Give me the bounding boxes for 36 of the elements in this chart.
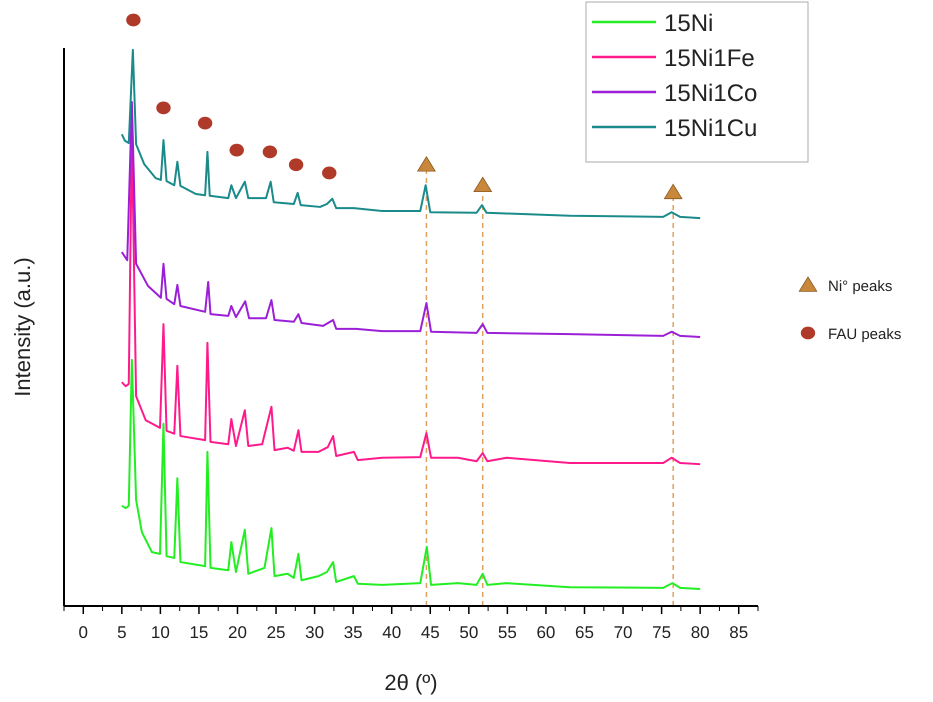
point (288, 158, 304, 172)
point (230, 144, 244, 156)
legend-label: FAU peaks (828, 326, 902, 343)
x-axis-title: 2θ (º) (384, 670, 438, 695)
legend-label: 15Ni (664, 10, 714, 37)
legend-label: 15Ni1Co (664, 80, 758, 107)
point (198, 116, 212, 130)
point (417, 156, 436, 172)
x-tick-label: 65 (575, 623, 594, 642)
x-tick-label: 55 (498, 623, 517, 642)
x-tick-label: 5 (117, 623, 127, 642)
point (156, 102, 171, 114)
y-axis-title: Intensity (a.u.) (10, 257, 35, 397)
x-tick-label: 85 (729, 623, 748, 642)
point (474, 176, 492, 192)
legend-label: 15Ni1Cu (664, 115, 758, 142)
x-tick-label: 45 (420, 623, 440, 642)
x-tick-label: 70 (614, 623, 633, 642)
x-tick-label: 25 (266, 623, 286, 642)
x-tick-label: 60 (536, 623, 556, 642)
x-tick-label: 0 (78, 623, 88, 642)
point (664, 184, 682, 200)
x-tick-label: 80 (690, 623, 710, 642)
x-tick-label: 10 (150, 623, 170, 642)
x-tick-label: 35 (344, 623, 363, 642)
x-tick-label: 30 (305, 623, 324, 642)
legend-label: Ni° peaks (828, 278, 892, 295)
legend-label: 15Ni1Fe (664, 45, 755, 72)
x-tick-label: 50 (459, 623, 478, 642)
x-tick-label: 20 (228, 623, 247, 642)
point (126, 14, 141, 26)
x-tick-label: 40 (382, 623, 402, 642)
x-tick-label: 75 (652, 623, 672, 642)
x-tick-label: 15 (189, 623, 208, 642)
point (322, 166, 336, 180)
point (262, 145, 278, 158)
